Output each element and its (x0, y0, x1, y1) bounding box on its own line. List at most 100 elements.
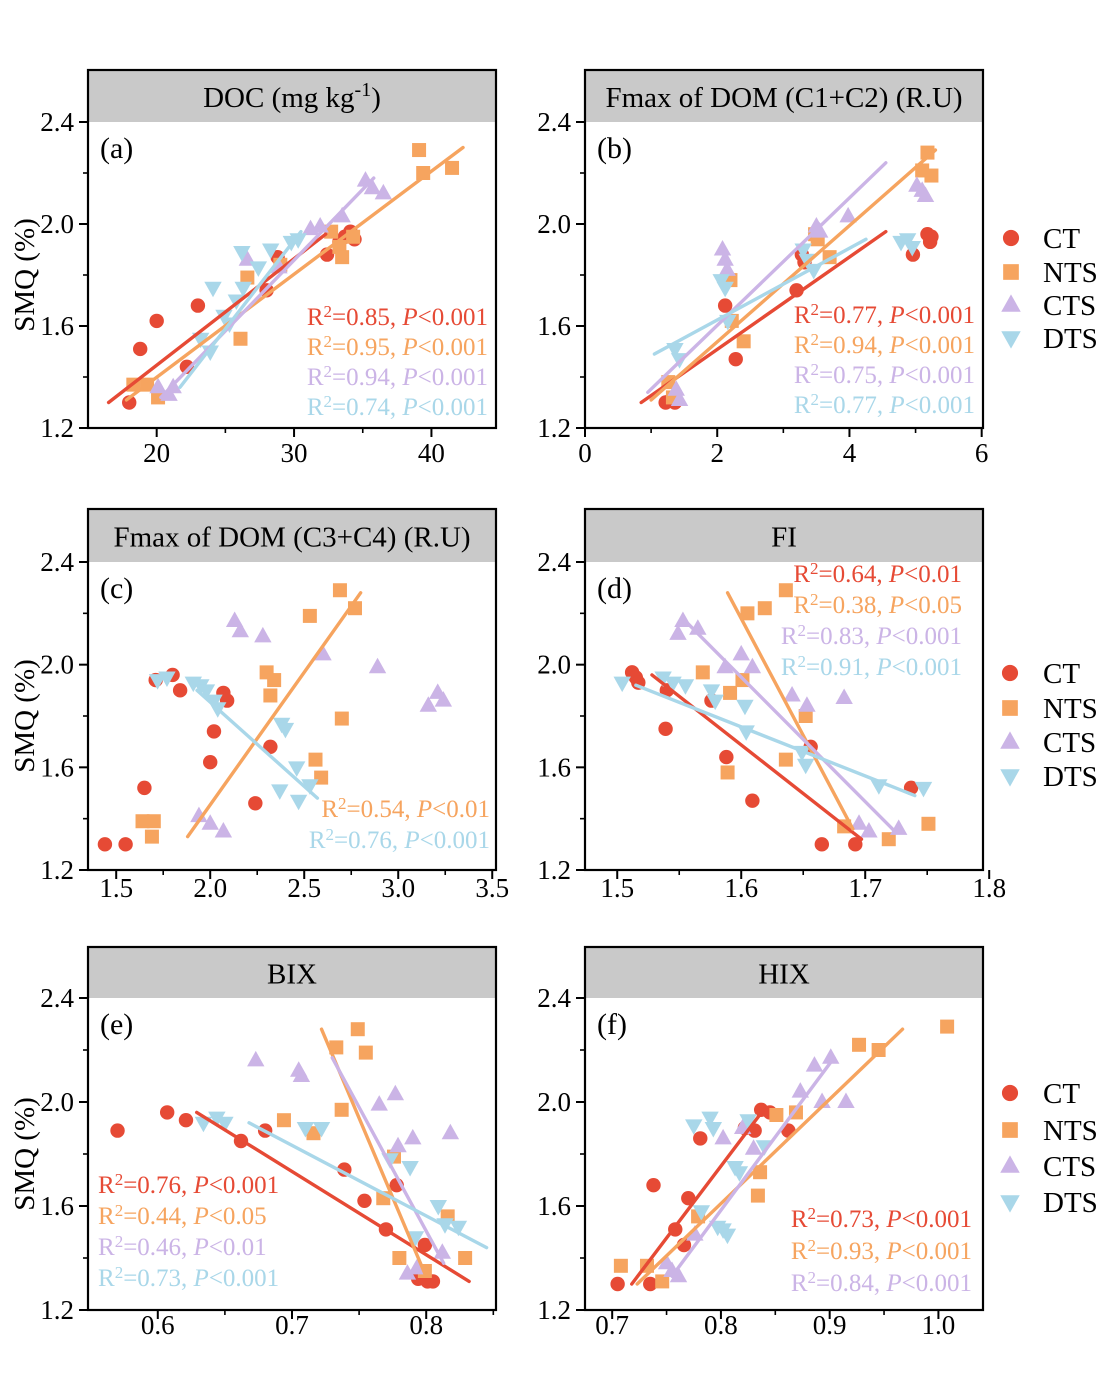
x-tick-label: 0.9 (813, 1310, 847, 1340)
data-point-DTS (736, 699, 754, 716)
panel-frame (86, 507, 498, 872)
panel-frame (86, 945, 498, 1312)
data-point-NTS (392, 1251, 407, 1265)
data-point-CTS (811, 222, 829, 238)
data-point-CTS (714, 1128, 732, 1145)
data-point-CTS (839, 206, 857, 223)
data-point-CT (417, 1237, 433, 1253)
data-point-CTS (669, 1266, 688, 1283)
trend-line-DTS (634, 683, 917, 798)
data-point-CTS (791, 1082, 810, 1098)
trend-line-DTS (247, 1121, 489, 1250)
data-point-NTS (695, 665, 710, 680)
data-point-DTS (805, 263, 823, 280)
trend-line-DTS (652, 237, 868, 356)
data-point-CT (159, 1105, 175, 1120)
y-axis-title: SMQ (%) (9, 218, 41, 332)
data-point-DTS (204, 281, 222, 298)
data-point-CTS (363, 178, 382, 195)
legend-label-DTS: DTS (1043, 1187, 1098, 1219)
panel-f: 1.2 1.6 2.0 2.4 0.7 0.8 0.9 1.0 (f) HIX R2=0.73, P… (537, 945, 1098, 1340)
x-tick-label: 2.0 (193, 873, 227, 903)
data-point-NTS (233, 331, 248, 346)
data-point-CT (789, 283, 804, 298)
y-tick-label: 1.6 (40, 1191, 74, 1221)
data-point-NTS (921, 816, 936, 831)
panel-title: Fmax of DOM (C3+C4) (R.U) (113, 522, 470, 554)
data-point-DTS (704, 1122, 723, 1138)
data-point-NTS (146, 814, 161, 829)
legend-marker-CT (1001, 664, 1019, 682)
data-point-DTS (914, 781, 933, 798)
trend-line-CT (630, 1105, 768, 1286)
data-point-CT (717, 298, 733, 313)
y-tick-label: 2.4 (537, 983, 571, 1013)
x-tick-label: 1.6 (724, 873, 758, 903)
data-point-NTS (358, 1045, 373, 1060)
panel-band (88, 509, 496, 562)
data-point-DTS (706, 694, 724, 711)
data-point-CT (133, 341, 148, 357)
stats-text-DTS: R2=0.73, P<0.001 (98, 1263, 279, 1292)
stats-text-DTS: R2=0.91, P<0.001 (781, 652, 962, 681)
data-point-CTS (805, 1056, 824, 1072)
data-point-CT (924, 229, 939, 244)
y-tick-label: 1.6 (537, 311, 571, 341)
legend-label-NTS: NTS (1043, 693, 1098, 725)
stats-text-NTS: R2=0.54, P<0.01 (321, 794, 490, 823)
stats-text-CT: R2=0.64, P<0.01 (793, 559, 962, 588)
data-point-NTS (769, 1108, 784, 1122)
data-point-CTS (419, 696, 438, 712)
legend-label-DTS: DTS (1043, 761, 1098, 793)
data-point-CTS (850, 814, 868, 830)
data-point-CTS (783, 685, 801, 702)
panel-title: Fmax of DOM (C1+C2) (R.U) (605, 82, 962, 114)
data-point-DTS (271, 784, 289, 800)
data-point-CT (610, 1276, 625, 1292)
stats-text-CT: R2=0.73, P<0.001 (791, 1204, 972, 1233)
data-point-CTS (333, 206, 351, 223)
panel-letter: (c) (100, 572, 133, 605)
data-point-CTS (434, 691, 453, 707)
legend-label-NTS: NTS (1043, 257, 1098, 289)
x-tick-label: 3.5 (475, 873, 509, 903)
data-point-CT (172, 683, 188, 698)
legend-marker-CTS (1000, 731, 1020, 749)
stats-text-NTS: R2=0.38, P<0.05 (793, 590, 962, 619)
data-point-DTS (249, 261, 268, 277)
data-point-CT (203, 755, 218, 770)
data-point-NTS (412, 143, 427, 158)
data-point-DTS (216, 1116, 234, 1133)
trend-line-DTS (195, 688, 320, 800)
trend-line-NTS (725, 591, 855, 831)
panel-band (585, 509, 983, 562)
y-tick-label: 1.6 (537, 1191, 571, 1221)
trend-line-CTS (159, 176, 376, 400)
data-point-CTS (389, 1136, 407, 1153)
trend-line-NTS (649, 148, 938, 402)
stats-text-CTS: R2=0.84, P<0.001 (791, 1268, 972, 1297)
data-point-CTS (201, 814, 219, 830)
data-point-DTS (739, 1114, 757, 1130)
panel-frame (583, 507, 985, 872)
data-point-NTS (329, 1040, 344, 1055)
panel-a: 1.2 1.6 2.0 2.4 20 30 40 (a) DOC (mg kg-1) R2=0.8… (9, 68, 498, 468)
data-point-DTS (796, 758, 815, 775)
data-point-NTS (276, 1113, 291, 1128)
data-point-NTS (940, 1019, 955, 1034)
y-tick-label: 1.6 (40, 311, 74, 341)
panel-band (88, 947, 496, 998)
x-tick-label: 0.8 (704, 1310, 738, 1340)
x-tick-label: 40 (418, 438, 445, 468)
data-point-DTS (654, 671, 672, 687)
legend-marker-NTS (1003, 264, 1019, 280)
data-point-NTS (135, 814, 150, 829)
data-point-CT (137, 780, 152, 796)
stats-text-NTS: R2=0.44, P<0.05 (98, 1201, 267, 1230)
data-point-DTS (234, 281, 252, 298)
data-point-CT (643, 1276, 658, 1292)
